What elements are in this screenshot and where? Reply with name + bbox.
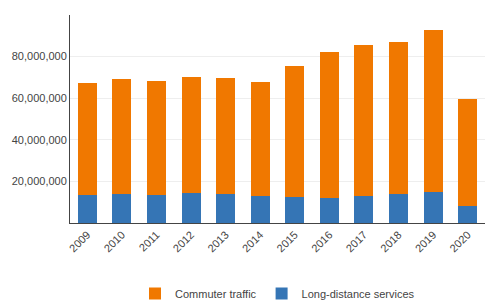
svg-text:2017: 2017 — [343, 229, 369, 255]
svg-text:20,000,000: 20,000,000 — [12, 175, 67, 187]
svg-text:2012: 2012 — [171, 229, 197, 255]
svg-text:2014: 2014 — [240, 229, 266, 255]
svg-text:80,000,000: 80,000,000 — [12, 50, 67, 62]
svg-text:2009: 2009 — [67, 229, 93, 255]
svg-text:2018: 2018 — [378, 229, 404, 255]
svg-text:2015: 2015 — [274, 229, 300, 255]
svg-text:2019: 2019 — [413, 229, 439, 255]
svg-text:60,000,000: 60,000,000 — [12, 92, 67, 104]
svg-text:Commuter traffic: Commuter traffic — [175, 288, 257, 300]
svg-text:2013: 2013 — [205, 229, 231, 255]
svg-text:2016: 2016 — [309, 229, 335, 255]
svg-text:40,000,000: 40,000,000 — [12, 134, 67, 146]
svg-text:2010: 2010 — [101, 229, 127, 255]
svg-text:2011: 2011 — [137, 229, 162, 254]
svg-text:Long-distance services: Long-distance services — [302, 288, 415, 300]
svg-text:2020: 2020 — [447, 229, 473, 255]
